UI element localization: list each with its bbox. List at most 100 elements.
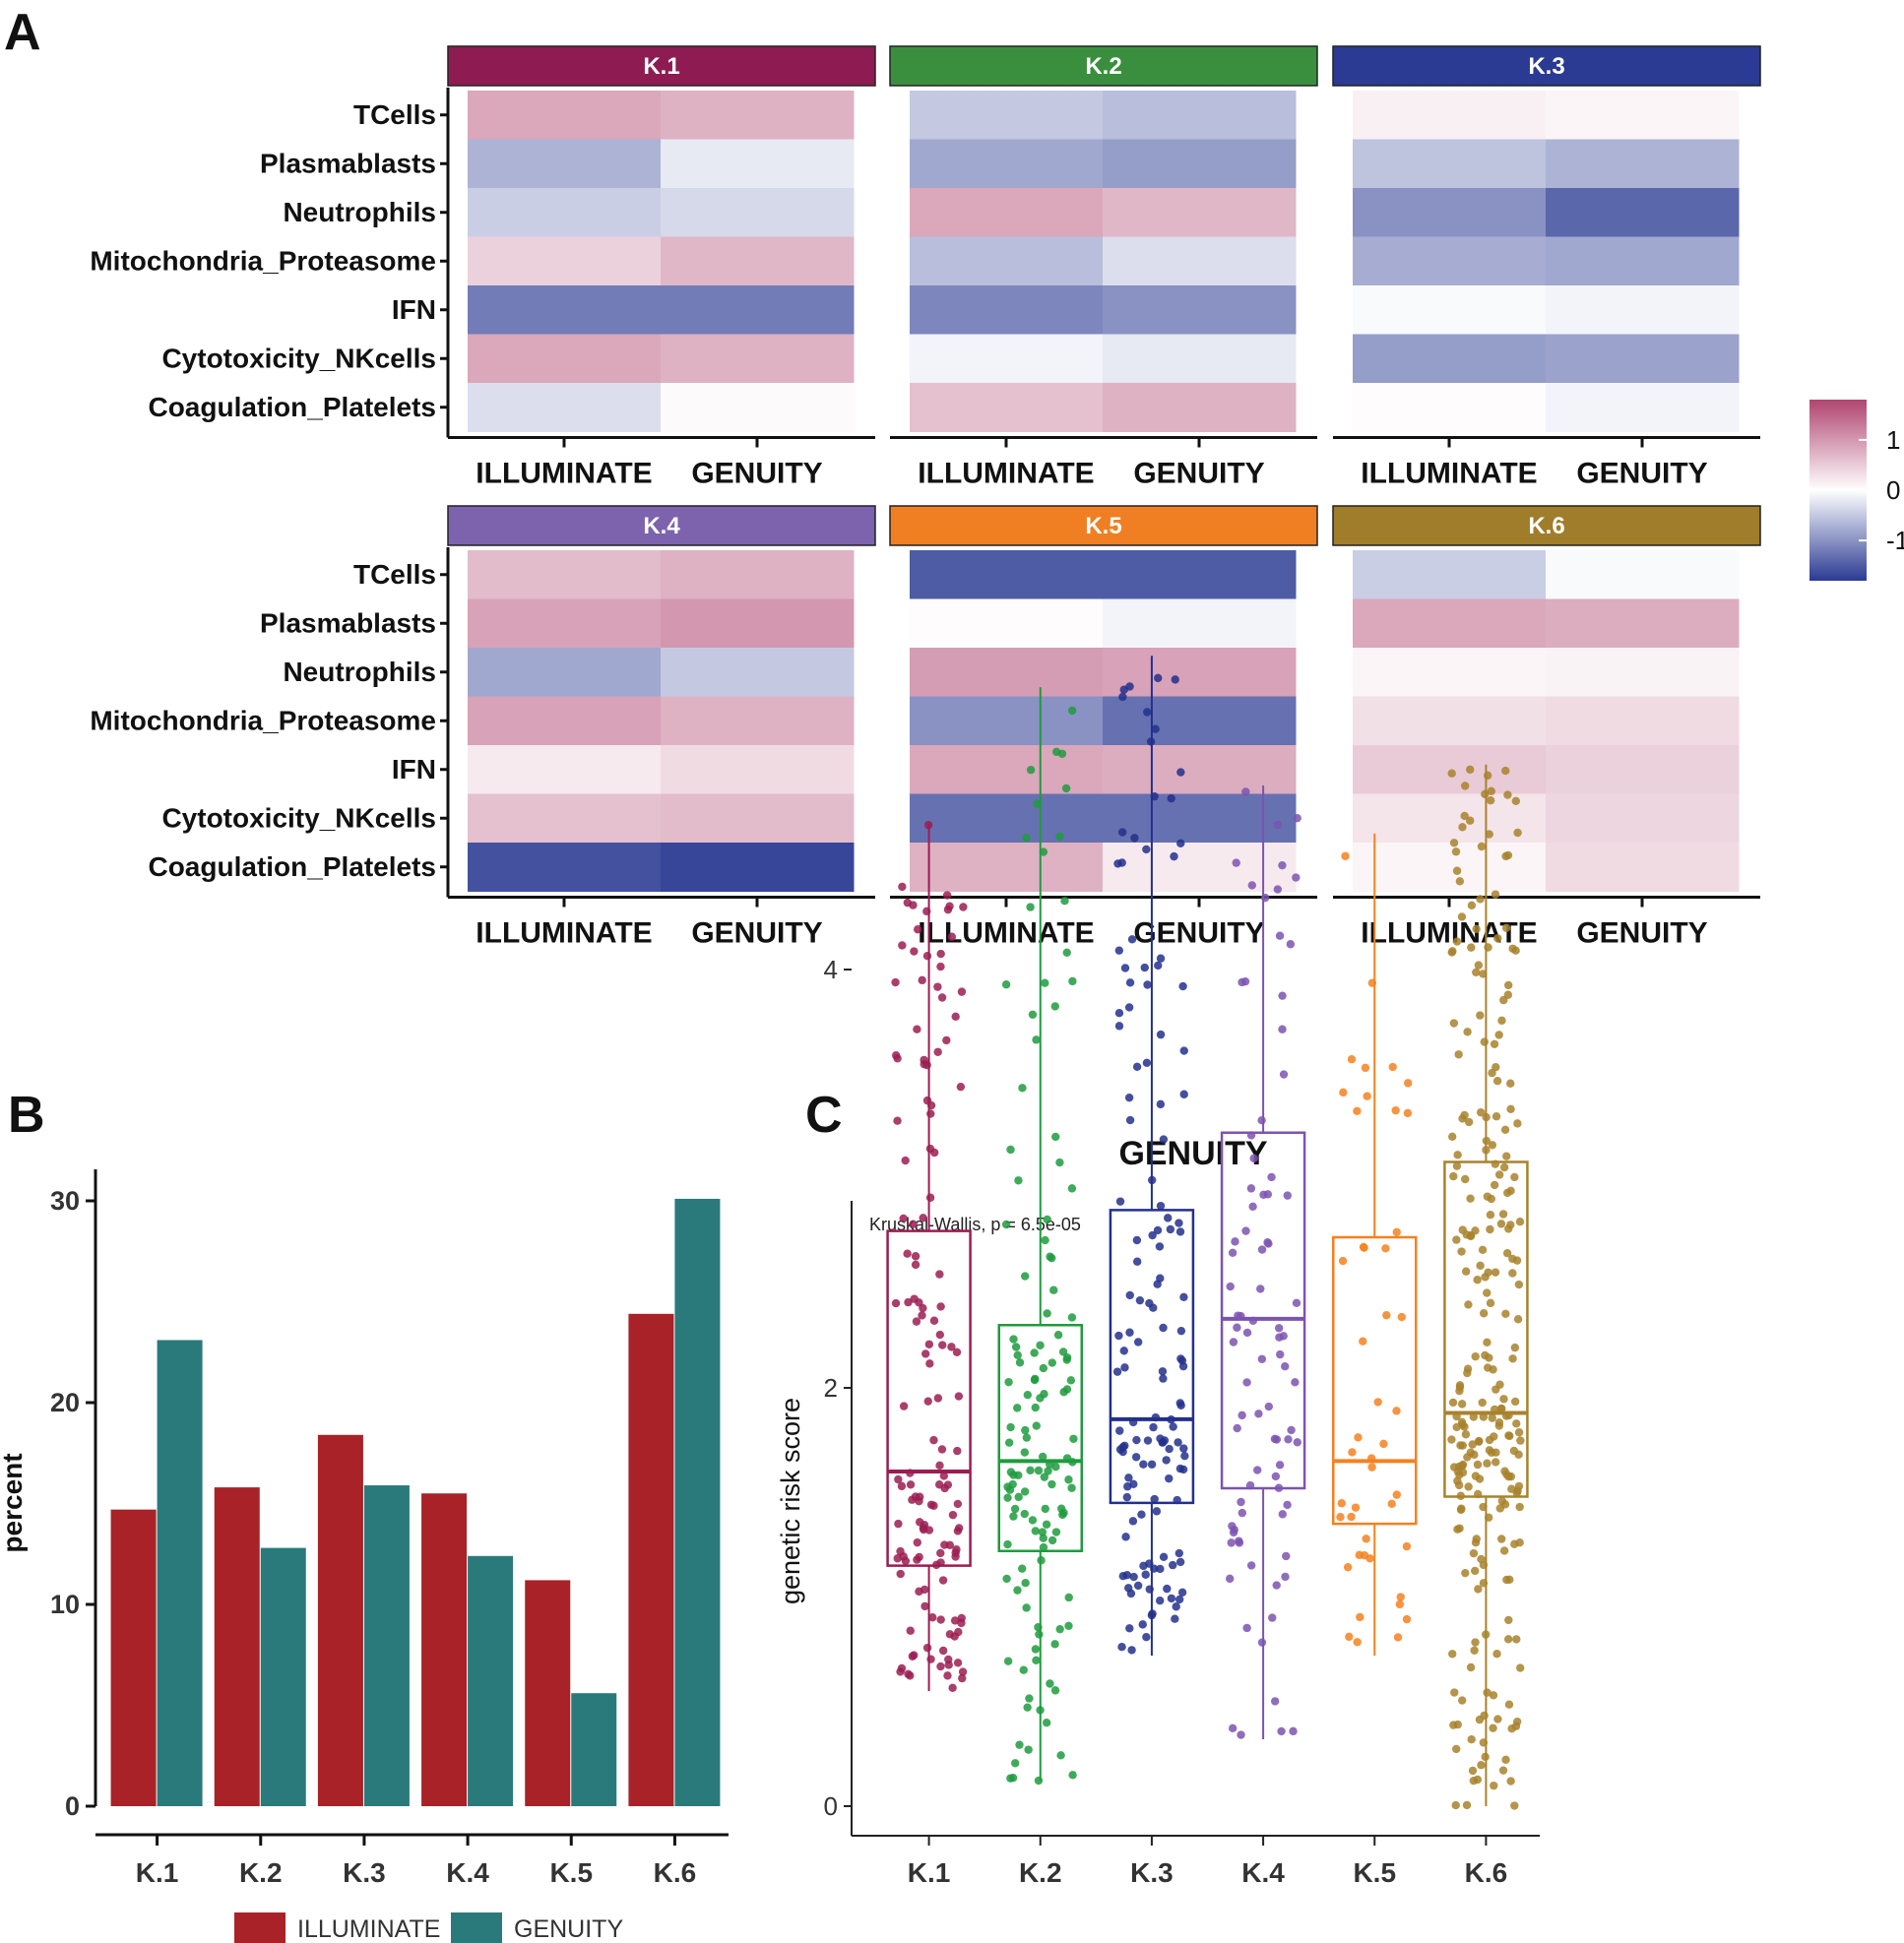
heatmap-cell	[1103, 139, 1297, 189]
heatmap-cell	[910, 648, 1104, 697]
data-point	[952, 1348, 962, 1356]
data-point	[1477, 1554, 1486, 1564]
data-point	[1451, 1800, 1460, 1810]
data-point	[939, 1472, 949, 1480]
data-point	[911, 1260, 920, 1270]
data-point	[936, 1661, 945, 1671]
data-point	[1039, 1363, 1048, 1373]
data-point	[936, 1615, 945, 1624]
data-point	[1469, 1548, 1479, 1558]
data-point	[1449, 1171, 1458, 1181]
data-point	[1132, 1062, 1142, 1071]
data-point	[1476, 1261, 1485, 1271]
data-point	[1475, 1715, 1485, 1724]
data-point	[1513, 828, 1522, 838]
data-point	[1006, 1145, 1015, 1155]
data-point	[1455, 1386, 1464, 1396]
data-point	[1036, 1706, 1045, 1715]
data-point	[1272, 1581, 1281, 1590]
data-point	[1283, 1500, 1292, 1510]
data-point	[1490, 1405, 1499, 1414]
heatmap-cell	[910, 550, 1104, 599]
data-point	[1479, 1738, 1489, 1747]
data-point	[1495, 1380, 1504, 1389]
data-point	[936, 1558, 945, 1567]
bar-genuity-k2	[260, 1547, 306, 1806]
row-label: Neutrophils	[283, 657, 436, 687]
data-point	[1275, 1461, 1285, 1470]
data-point	[1023, 1390, 1033, 1400]
data-point	[1002, 1574, 1011, 1584]
data-point	[1276, 1349, 1285, 1359]
data-point	[1179, 1046, 1188, 1055]
data-point	[1064, 1621, 1073, 1631]
heatmap-cell	[1353, 236, 1547, 286]
column-label: ILLUMINATE	[1361, 458, 1537, 490]
data-point	[1476, 895, 1485, 904]
data-point	[1504, 980, 1513, 990]
data-point	[1022, 1603, 1031, 1612]
data-point	[1130, 834, 1139, 843]
data-point	[1156, 1434, 1165, 1443]
facet-strip	[447, 505, 876, 546]
heatmap-cell	[468, 843, 662, 892]
data-point	[1119, 1347, 1128, 1355]
heatmap-cell	[661, 91, 855, 140]
data-point	[1060, 896, 1069, 906]
heatmap-cell	[661, 793, 855, 844]
data-point	[1484, 1268, 1492, 1277]
facet-strip	[447, 45, 876, 87]
iqr-box	[1220, 1131, 1306, 1490]
column-label: GENUITY	[1576, 458, 1707, 490]
bar-illuminate-k5	[525, 1580, 571, 1806]
data-point	[933, 982, 942, 991]
data-point	[1493, 1715, 1502, 1724]
data-point	[1150, 791, 1159, 801]
data-point	[1026, 903, 1035, 911]
data-point	[1458, 1225, 1467, 1234]
heatmap-cell	[468, 793, 662, 844]
heatmap-cell	[1103, 550, 1297, 599]
data-point	[1037, 1556, 1046, 1565]
data-point	[1167, 1594, 1176, 1603]
data-point	[1132, 1435, 1141, 1445]
data-point	[1165, 1473, 1174, 1483]
data-point	[1050, 1640, 1059, 1649]
iqr-box	[1332, 1235, 1418, 1526]
data-point	[1059, 1508, 1068, 1518]
heatmap-cell	[1353, 696, 1547, 746]
data-point	[1028, 1010, 1038, 1019]
data-point	[1278, 1025, 1287, 1034]
data-point	[1466, 1662, 1476, 1672]
heatmap-cell	[1546, 793, 1740, 844]
data-point	[893, 1116, 902, 1125]
data-point	[1177, 1588, 1187, 1597]
data-point	[1455, 877, 1465, 886]
data-point	[940, 1540, 949, 1549]
data-point	[1514, 1280, 1524, 1289]
data-point	[1512, 1635, 1521, 1644]
data-point	[1142, 1633, 1151, 1642]
data-point	[1293, 1438, 1301, 1447]
data-point	[1504, 1700, 1514, 1709]
x-tick-label: K.3	[1130, 1857, 1174, 1888]
data-point	[1053, 1331, 1063, 1340]
data-point	[1484, 1513, 1493, 1522]
data-point	[1469, 1412, 1479, 1421]
heatmap-cell	[1546, 139, 1740, 189]
data-point	[1354, 1433, 1363, 1442]
data-point	[1068, 976, 1077, 986]
data-point	[1248, 1202, 1257, 1212]
data-point	[1341, 851, 1350, 860]
data-point	[1114, 1009, 1124, 1018]
data-point	[1268, 1613, 1277, 1622]
bar-illuminate-k4	[421, 1493, 468, 1806]
data-point	[1499, 1395, 1508, 1404]
data-point	[922, 1060, 931, 1070]
data-point	[1046, 1460, 1054, 1469]
data-point	[1176, 768, 1185, 777]
heatmap-cell	[1546, 236, 1740, 286]
heatmap-cell	[661, 648, 855, 697]
data-point	[1479, 1412, 1489, 1421]
data-point	[1510, 1343, 1520, 1352]
